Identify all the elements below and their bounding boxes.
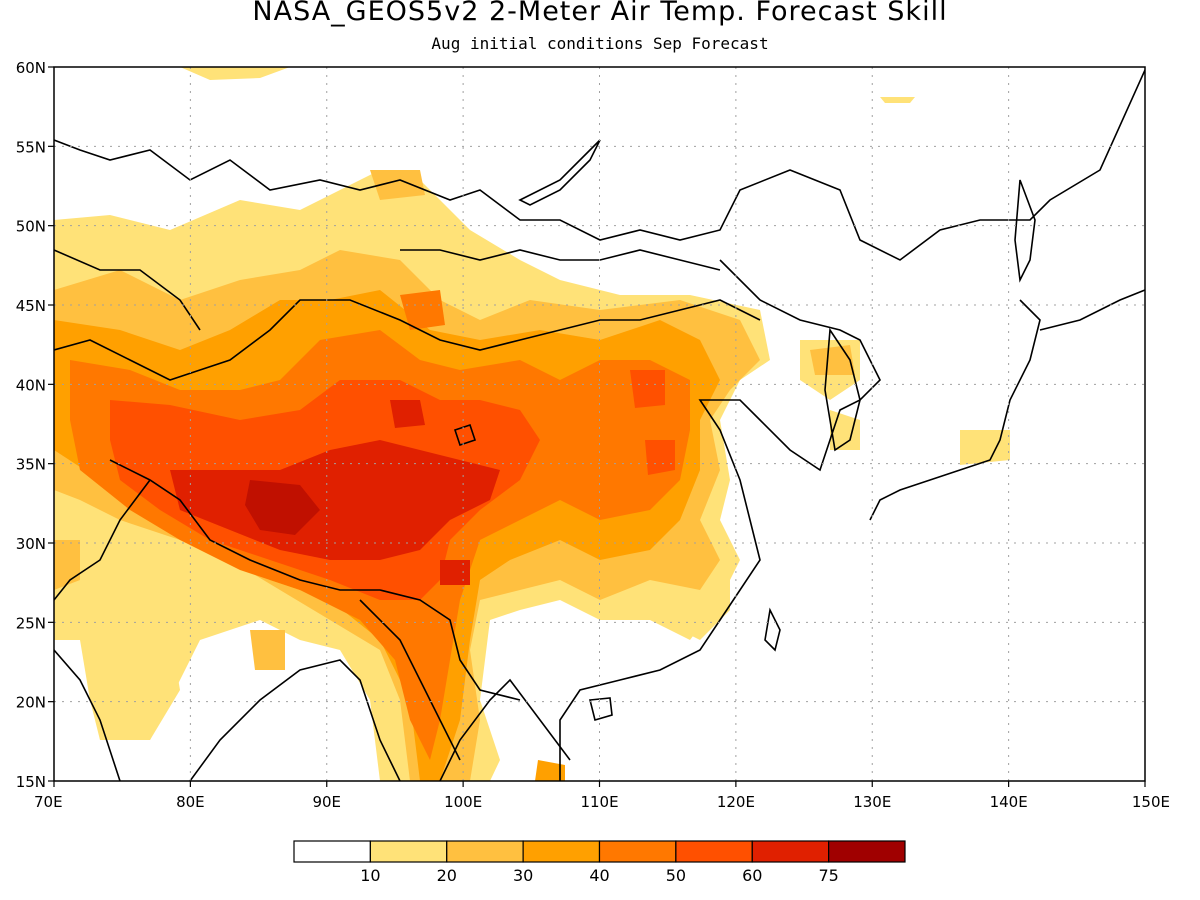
colorbar-swatch [828, 840, 906, 863]
skill-fields [54, 67, 1010, 781]
coastlines [54, 69, 1145, 781]
tick-label-lat: 25N [16, 614, 46, 632]
tick-label-lon: 90E [312, 793, 341, 811]
coastline-india [54, 649, 121, 781]
border-taiwan [764, 607, 781, 652]
colorbar-swatch [369, 840, 448, 863]
coastline-asia [54, 69, 1145, 261]
colorbar-label: 60 [742, 866, 762, 885]
field-level-10-b [90, 625, 180, 740]
tick-label-lon: 140E [990, 793, 1028, 811]
coastline-korea [824, 327, 861, 452]
border-mongolia-china [400, 249, 721, 271]
coastline-east [559, 259, 881, 781]
coastline-indochina [439, 678, 571, 781]
colorbar-label: 75 [818, 866, 838, 885]
tick-label-lon: 150E [1132, 793, 1170, 811]
colorbar-swatch [598, 840, 677, 863]
border-himalaya [109, 459, 521, 701]
field-level-60-c [440, 560, 470, 585]
tick-label-lat: 45N [16, 297, 46, 315]
colorbar-label: 50 [666, 866, 686, 885]
tick-label-lon: 70E [34, 793, 63, 811]
field-level-20-b [250, 630, 285, 670]
tick-label-lon: 80E [176, 793, 205, 811]
field-level-10-g [880, 97, 915, 103]
axis-ticks: 70E 80E 90E 100E 110E 120E 130E 140E 150E 15N 20N 2… [16, 59, 1170, 811]
lake-qinghai [453, 423, 477, 447]
coastline-bay-bengal [189, 659, 401, 781]
border-central-asia [54, 299, 761, 381]
field-level-50-c [645, 440, 675, 475]
field-level-20-e [810, 345, 855, 375]
tick-label-lon: 100E [444, 793, 482, 811]
chart-subtitle: Aug initial conditions Sep Forecast [431, 34, 769, 53]
field-level-60 [170, 440, 500, 560]
field-level-20-c [370, 170, 425, 200]
grid-lines [54, 67, 1145, 781]
field-level-60-b [390, 400, 425, 428]
coastline-japan-hokkaido [1039, 289, 1145, 331]
field-level-50-b [630, 370, 665, 408]
field-level-30-b [535, 760, 565, 781]
tick-label-lat: 15N [16, 773, 46, 791]
field-level-10-f [180, 67, 290, 80]
border-kazakh [54, 249, 201, 331]
colorbar-swatch [522, 840, 601, 863]
coastline-sakhalin [1014, 179, 1036, 283]
tick-label-lat: 55N [16, 138, 46, 156]
coastline-japan [869, 299, 1041, 521]
colorbar-swatch [446, 840, 524, 863]
border-india-china [54, 479, 151, 601]
border-se-asia [359, 599, 461, 761]
chart-title: NASA_GEOS5v2 2-Meter Air Temp. Forecast … [252, 0, 948, 27]
tick-label-lon: 110E [580, 793, 618, 811]
field-level-40-b [400, 290, 445, 330]
colorbar-swatch [675, 840, 753, 863]
colorbar-label: 30 [513, 866, 533, 885]
tick-label-lat: 60N [16, 59, 46, 77]
colorbar-label: 40 [589, 866, 609, 885]
field-level-10-e [960, 430, 1010, 465]
field-level-75 [245, 480, 320, 535]
colorbar-swatch [751, 840, 830, 863]
tick-label-lat: 50N [16, 218, 46, 236]
colorbar: 10 20 30 40 50 60 75 [293, 840, 906, 885]
border-hainan [588, 697, 613, 722]
colorbar-label: 10 [360, 866, 380, 885]
tick-label-lon: 120E [717, 793, 755, 811]
colorbar-label: 20 [437, 866, 457, 885]
tick-label-lat: 35N [16, 456, 46, 474]
tick-label-lat: 20N [16, 694, 46, 712]
tick-label-lon: 130E [853, 793, 891, 811]
colorbar-swatch [293, 840, 371, 863]
lake-baikal [518, 139, 601, 206]
tick-label-lat: 40N [16, 376, 46, 394]
tick-label-lat: 30N [16, 535, 46, 553]
